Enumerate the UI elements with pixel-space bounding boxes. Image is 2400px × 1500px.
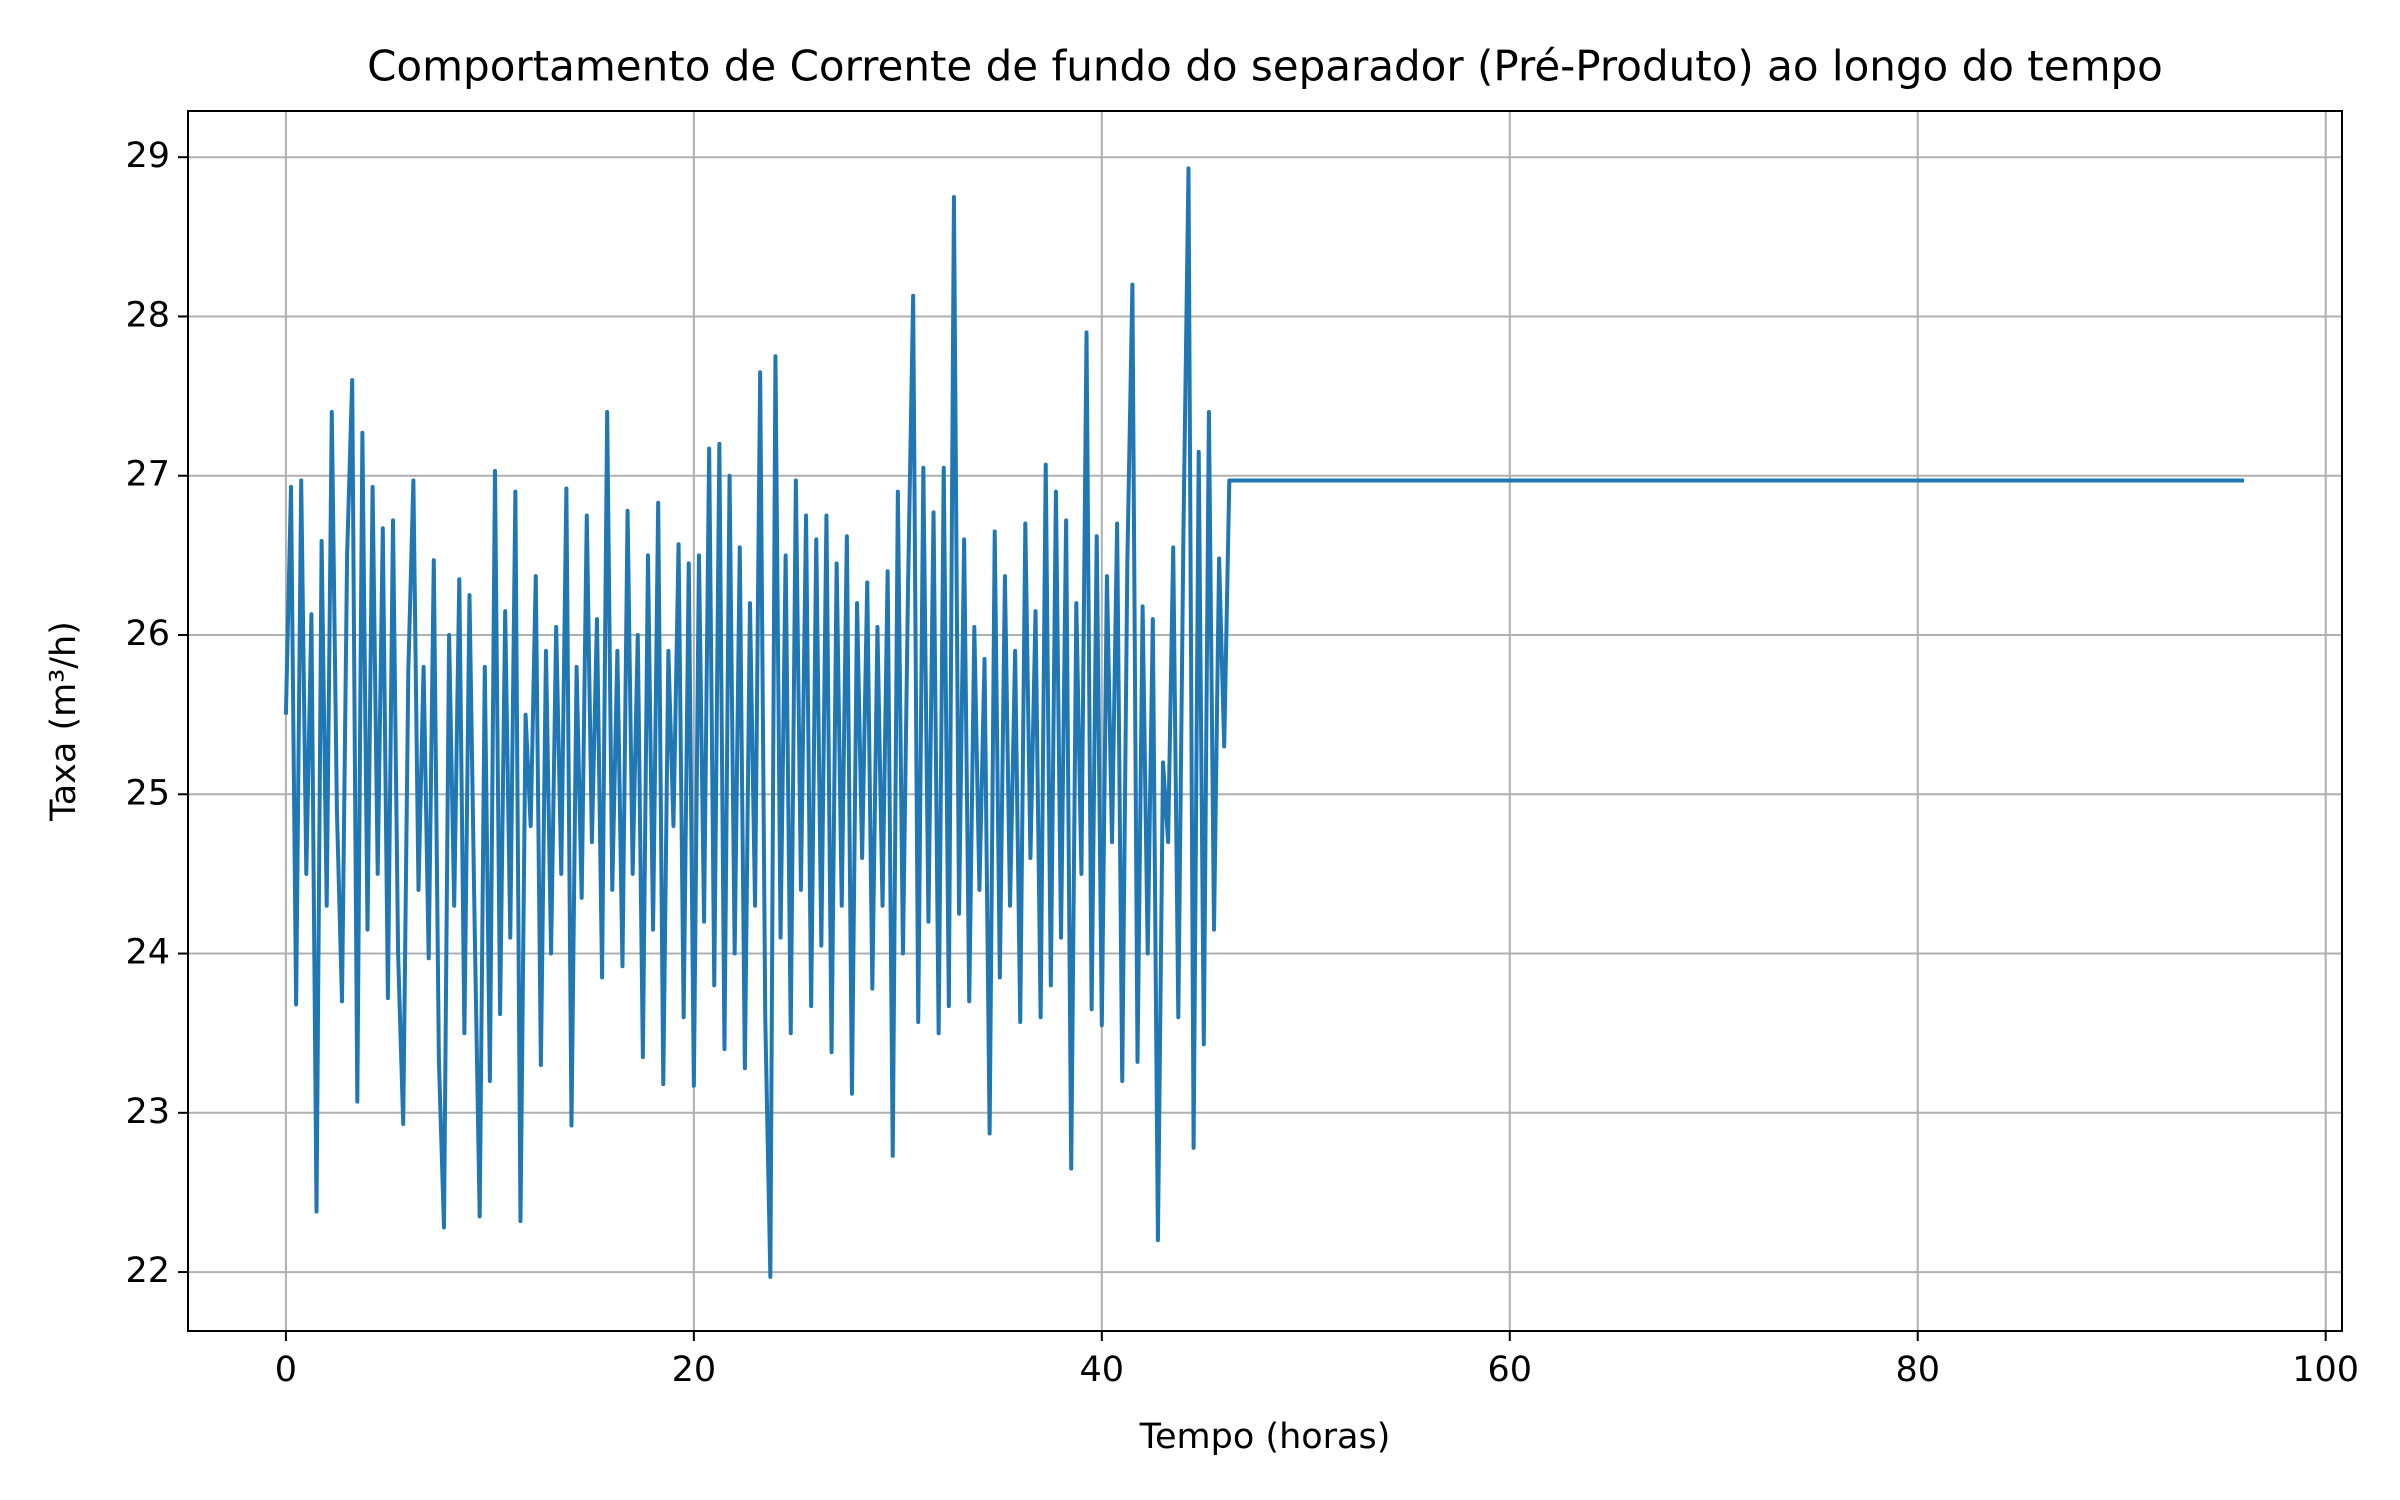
y-tick-label: 27	[125, 455, 170, 495]
y-tick-label: 26	[125, 614, 170, 654]
y-tick-label: 23	[125, 1092, 170, 1132]
x-axis-label: Tempo (horas)	[1139, 1417, 1391, 1457]
axes-frame	[187, 110, 2343, 1332]
data-line	[283, 166, 2245, 1279]
y-axis-label: Taxa (m³/h)	[44, 621, 84, 822]
x-tick-label: 60	[1487, 1350, 1532, 1390]
x-tick-label: 20	[672, 1350, 717, 1390]
x-tick-label: 100	[2292, 1350, 2359, 1390]
y-tick-label: 22	[125, 1251, 170, 1291]
y-tick-label: 24	[125, 933, 170, 973]
y-tick-label: 25	[125, 773, 170, 813]
chart-title: Comportamento de Corrente de fundo do se…	[367, 42, 2163, 91]
y-tick-label: 29	[125, 136, 170, 176]
x-tick-label: 80	[1895, 1350, 1940, 1390]
y-tick-label: 28	[125, 295, 170, 335]
x-tick-label: 0	[275, 1350, 297, 1390]
x-tick-label: 40	[1080, 1350, 1125, 1390]
plot-area: 0 20 40 60 80 100 22 23 24 25 26 27 28 29	[125, 110, 2359, 1390]
